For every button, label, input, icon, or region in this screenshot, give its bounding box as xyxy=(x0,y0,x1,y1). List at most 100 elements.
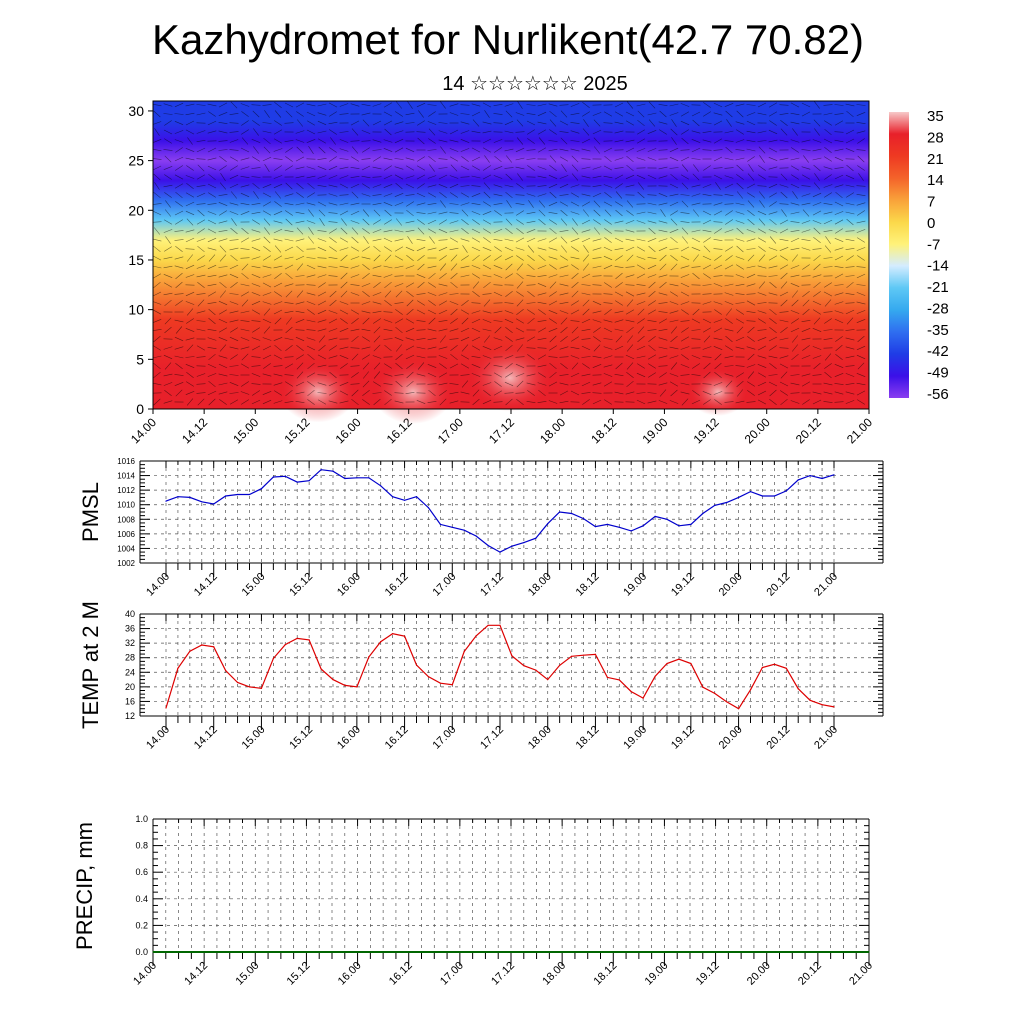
data-point xyxy=(594,653,597,656)
data-point xyxy=(499,551,501,553)
data-point xyxy=(726,701,728,703)
data-point xyxy=(320,668,322,670)
cross-section-ytick-label: 30 xyxy=(128,103,144,119)
cross-section-xtick-label: 20.00 xyxy=(742,415,773,446)
data-point xyxy=(451,684,453,686)
xtick-label: 15.00 xyxy=(233,960,261,988)
colorbar-label: 7 xyxy=(927,194,935,211)
data-point xyxy=(559,511,561,513)
xtick-label: 15.12 xyxy=(287,724,315,752)
xtick-label: 20.00 xyxy=(745,960,773,988)
xtick-label: 15.12 xyxy=(285,960,313,988)
xtick-label: 18.12 xyxy=(574,571,602,599)
ytick-label: 12 xyxy=(125,711,135,721)
colorbar-label: -21 xyxy=(927,279,949,296)
precipitation-panel: 0.0 0.2 0.4 0.6 0.8 1.0 14.00 14.12 15.00 15.12 16… xyxy=(72,814,875,988)
data-point xyxy=(475,635,477,637)
data-point xyxy=(225,495,227,497)
xtick-label: 14.12 xyxy=(192,571,220,599)
data-point xyxy=(868,951,870,953)
data-point xyxy=(320,469,322,471)
data-point xyxy=(773,495,776,497)
cross-section-ytick-label: 0 xyxy=(136,401,144,417)
cross-section-xtick-label: 21.00 xyxy=(844,415,875,446)
cross-section-ytick-label: 10 xyxy=(128,302,144,318)
data-point xyxy=(821,704,823,706)
data-point xyxy=(666,662,668,665)
chart-title: Kazhydromet for Nurlikent(42.7 70.82) xyxy=(151,16,864,63)
data-point xyxy=(726,501,728,504)
xtick-label: 19.00 xyxy=(621,724,649,752)
data-point xyxy=(678,525,680,527)
data-point xyxy=(606,676,609,679)
colorbar-label: 28 xyxy=(927,129,944,146)
data-point xyxy=(201,644,203,646)
xtick-label: 17.00 xyxy=(438,960,466,988)
data-point xyxy=(439,682,441,684)
data-point xyxy=(618,526,620,528)
data-point xyxy=(284,644,286,646)
data-point xyxy=(642,697,644,699)
data-point xyxy=(714,504,716,506)
y-axis-label: PMSL xyxy=(78,482,103,542)
data-point xyxy=(392,496,394,498)
data-point xyxy=(344,477,346,480)
data-point xyxy=(201,501,203,503)
data-point xyxy=(332,470,334,472)
data-point xyxy=(237,681,239,684)
cross-section-ytick-label: 25 xyxy=(128,153,144,169)
cross-section-xtick-label: 14.00 xyxy=(128,415,159,446)
data-point xyxy=(213,503,215,505)
data-point xyxy=(344,684,346,687)
cross-section-xtick-label: 18.00 xyxy=(537,415,568,446)
data-point xyxy=(237,493,239,496)
data-point xyxy=(487,624,489,626)
data-point xyxy=(785,490,787,492)
data-point xyxy=(380,641,382,643)
xtick-label: 16.12 xyxy=(387,960,415,988)
xtick-label: 16.12 xyxy=(383,724,411,752)
y-axis-label: TEMP at 2 M xyxy=(78,601,103,729)
data-point xyxy=(547,679,549,681)
data-point xyxy=(797,688,799,690)
data-point xyxy=(189,496,191,498)
data-point xyxy=(571,655,573,657)
data-point xyxy=(260,687,262,689)
ytick-label: 20 xyxy=(125,682,135,692)
data-point xyxy=(296,637,298,640)
warm-core xyxy=(688,368,748,416)
ytick-label: 16 xyxy=(125,696,135,706)
data-point xyxy=(714,692,716,695)
data-point xyxy=(654,675,656,677)
data-point xyxy=(404,499,406,501)
xtick-label: 16.12 xyxy=(383,571,411,599)
data-point xyxy=(332,679,334,681)
data-point xyxy=(690,523,692,526)
data-point xyxy=(260,488,262,490)
ytick-label: 1008 xyxy=(117,515,135,524)
ytick-label: 40 xyxy=(125,609,135,619)
temperature-panel: 12 16 20 24 28 32 36 40 14.00 14.12 15.00 15.12 16.0… xyxy=(78,601,884,752)
data-point xyxy=(356,686,358,688)
data-point xyxy=(308,480,310,482)
xtick-label: 18.12 xyxy=(574,724,602,752)
data-point xyxy=(785,667,787,669)
data-point xyxy=(773,663,776,665)
data-point xyxy=(642,525,644,527)
data-point xyxy=(356,477,358,479)
data-point xyxy=(463,650,465,653)
xtick-label: 18.00 xyxy=(526,724,554,752)
data-point xyxy=(189,650,191,652)
colorbar-label: 21 xyxy=(927,151,944,168)
xtick-label: 17.12 xyxy=(489,960,517,988)
ytick-label: 1014 xyxy=(117,472,135,481)
data-point xyxy=(547,523,549,525)
ytick-label: 36 xyxy=(125,624,135,634)
ytick-label: 0.8 xyxy=(135,841,148,851)
data-point xyxy=(606,523,609,526)
xtick-label: 14.00 xyxy=(144,724,172,752)
data-point xyxy=(463,529,465,531)
grid xyxy=(140,461,883,563)
